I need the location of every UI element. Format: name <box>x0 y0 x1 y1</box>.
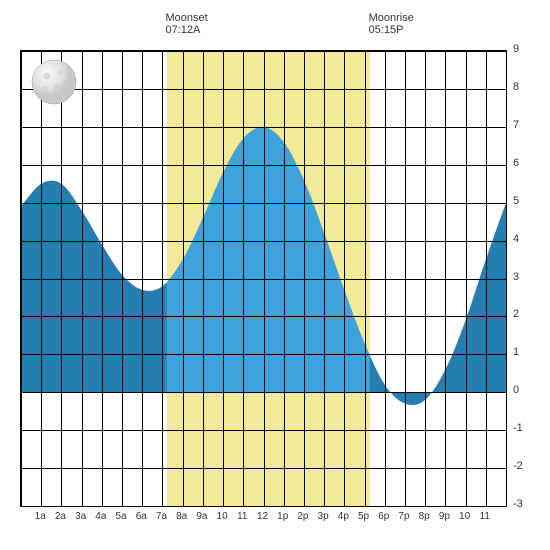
x-tick-label: 2a <box>50 511 70 522</box>
moonrise-title: Moonrise <box>369 12 414 24</box>
y-tick-label: -2 <box>513 460 533 472</box>
moonrise-time: 05:15P <box>369 24 414 36</box>
grid-line-h <box>21 89 506 90</box>
grid-line-h <box>21 430 506 431</box>
grid-line-h <box>21 468 506 469</box>
x-tick-label: 3p <box>313 511 333 522</box>
x-tick-label: 10 <box>455 511 475 522</box>
grid-line-h <box>21 241 506 242</box>
x-tick-label: 3a <box>71 511 91 522</box>
y-tick-label: 2 <box>513 308 533 320</box>
grid-line-h <box>21 279 506 280</box>
x-tick-label: 6a <box>131 511 151 522</box>
x-tick-label: 7a <box>151 511 171 522</box>
grid-line-h <box>21 354 506 355</box>
moon-icon <box>30 58 78 106</box>
y-tick-label: 7 <box>513 119 533 131</box>
y-tick-label: 0 <box>513 384 533 396</box>
grid-line-v <box>506 51 507 506</box>
x-tick-label: 5a <box>111 511 131 522</box>
y-tick-label: 3 <box>513 271 533 283</box>
y-tick-label: 9 <box>513 43 533 55</box>
grid-line-h <box>21 316 506 317</box>
y-tick-label: 1 <box>513 346 533 358</box>
moonset-label: Moonset 07:12A <box>166 12 208 36</box>
grid-line-h <box>21 392 506 393</box>
x-tick-label: 11 <box>232 511 252 522</box>
x-tick-label: 10 <box>212 511 232 522</box>
x-tick-label: 1p <box>273 511 293 522</box>
grid-line-h <box>21 506 506 507</box>
moonset-time: 07:12A <box>166 24 208 36</box>
y-tick-label: -1 <box>513 422 533 434</box>
grid-line-h <box>21 203 506 204</box>
y-tick-label: 5 <box>513 195 533 207</box>
x-tick-label: 6p <box>374 511 394 522</box>
x-tick-label: 4a <box>91 511 111 522</box>
x-tick-label: 11 <box>475 511 495 522</box>
y-tick-label: 8 <box>513 81 533 93</box>
x-tick-label: 2p <box>293 511 313 522</box>
y-tick-label: 4 <box>513 233 533 245</box>
x-tick-label: 9p <box>434 511 454 522</box>
x-tick-label: 8p <box>414 511 434 522</box>
moonrise-label: Moonrise 05:15P <box>369 12 414 36</box>
x-tick-label: 9a <box>192 511 212 522</box>
x-tick-label: 7p <box>394 511 414 522</box>
grid-line-h <box>21 51 506 52</box>
moonset-title: Moonset <box>166 12 208 24</box>
x-tick-label: 8a <box>172 511 192 522</box>
x-tick-label: 1a <box>30 511 50 522</box>
plot-area <box>20 50 507 507</box>
y-tick-label: 6 <box>513 157 533 169</box>
x-tick-label: 12 <box>253 511 273 522</box>
x-tick-label: 5p <box>354 511 374 522</box>
grid-line-h <box>21 127 506 128</box>
tide-chart: Moonset 07:12A Moonrise 05:15P <box>0 0 550 550</box>
grid-line-h <box>21 165 506 166</box>
x-tick-label: 4p <box>333 511 353 522</box>
y-tick-label: -3 <box>513 498 533 510</box>
